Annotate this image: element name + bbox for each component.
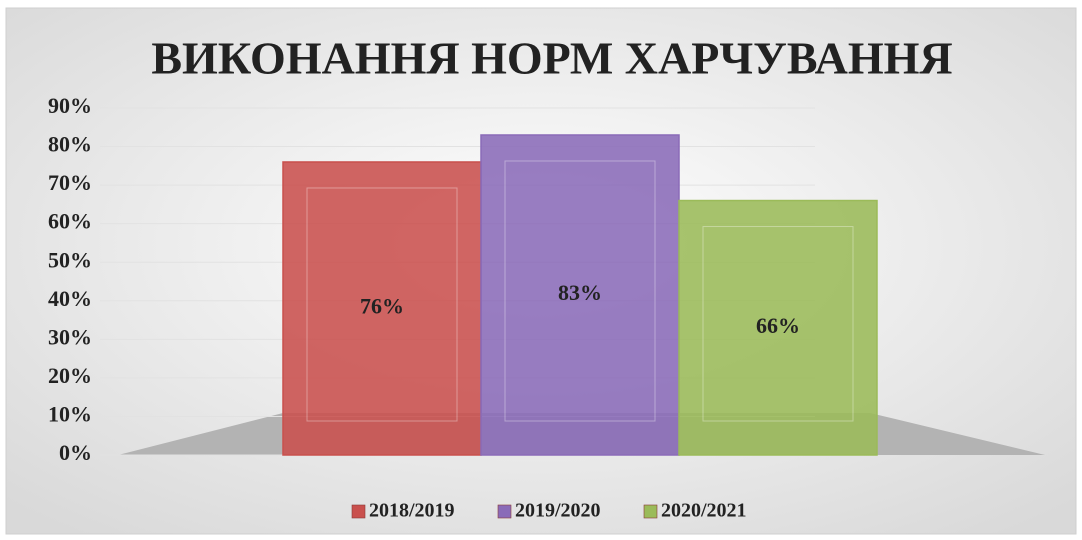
legend-label: 2019/2020 <box>515 500 601 522</box>
y-tick-label: 70% <box>48 170 92 195</box>
data-label: 66% <box>756 313 800 338</box>
legend-label: 2018/2019 <box>369 500 455 522</box>
y-tick-label: 10% <box>48 401 92 426</box>
bar-inner <box>504 160 656 422</box>
legend-swatch <box>497 504 512 519</box>
y-tick-label: 0% <box>59 440 92 465</box>
bar-inner <box>702 226 854 422</box>
y-tick-label: 30% <box>48 324 92 349</box>
chart-title: ВИКОНАННЯ НОРМ ХАРЧУВАННЯ <box>151 33 952 84</box>
y-tick-label: 20% <box>48 363 92 388</box>
y-tick-label: 80% <box>48 132 92 157</box>
y-tick-label: 60% <box>48 209 92 234</box>
legend-label: 2020/2021 <box>661 500 747 522</box>
y-tick-label: 90% <box>48 93 92 118</box>
bar <box>480 134 680 456</box>
legend-swatch <box>643 504 658 519</box>
bar-inner <box>306 187 458 422</box>
data-label: 83% <box>558 280 602 305</box>
y-tick-label: 40% <box>48 286 92 311</box>
y-tick-label: 50% <box>48 247 92 272</box>
data-label: 76% <box>360 294 404 319</box>
legend-swatch <box>351 504 366 519</box>
bar <box>282 161 482 456</box>
bar <box>678 199 878 456</box>
